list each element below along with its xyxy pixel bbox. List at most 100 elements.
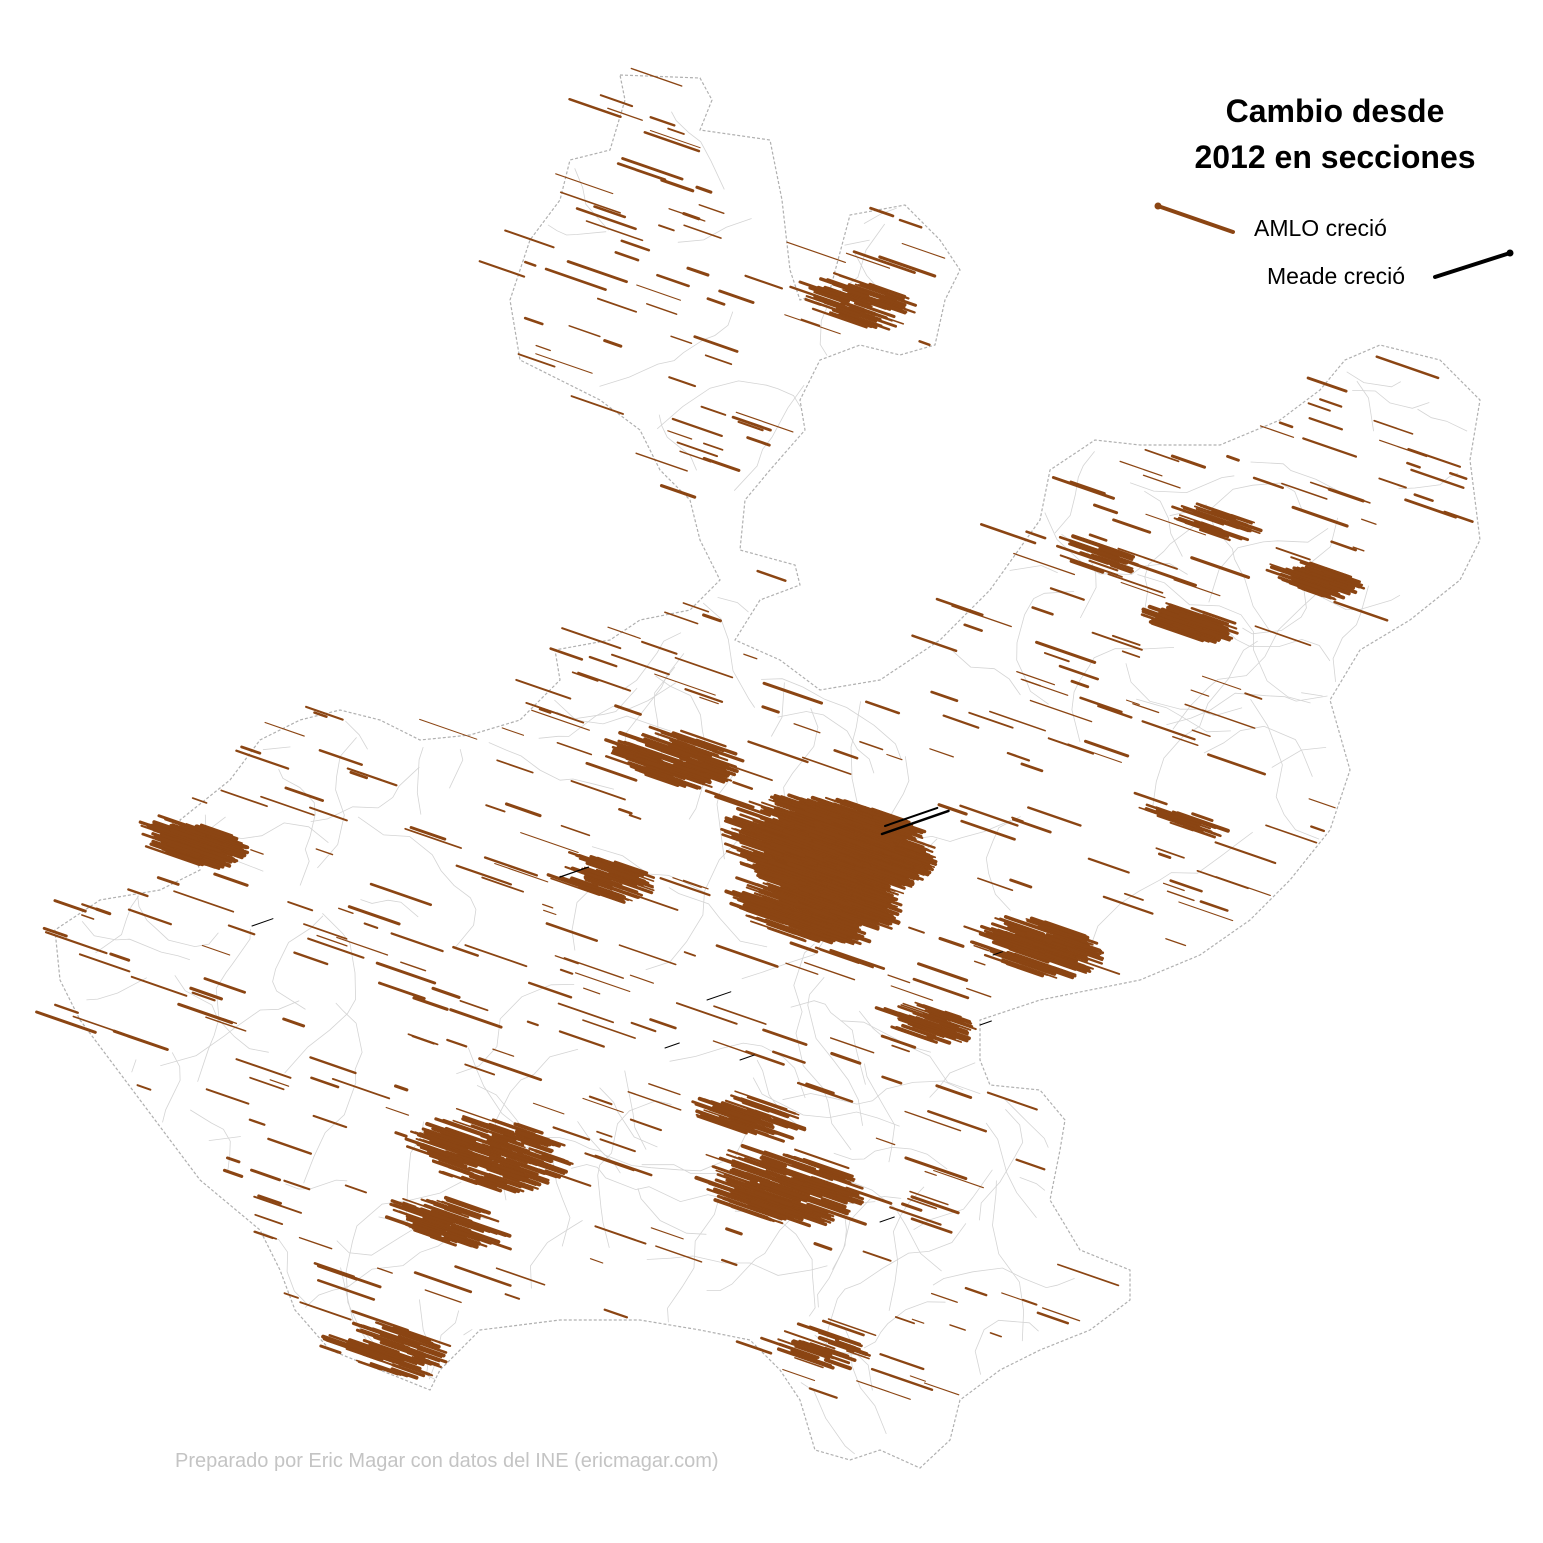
amlo-arrow — [136, 1084, 152, 1091]
amlo-arrow — [761, 831, 812, 851]
amlo-arrow — [492, 1048, 515, 1057]
amlo-arrow — [349, 770, 369, 780]
amlo-arrow — [724, 889, 774, 910]
amlo-arrow — [518, 1136, 541, 1146]
amlo-arrow — [752, 812, 801, 831]
amlo-arrow — [504, 802, 542, 818]
amlo-arrow — [405, 1214, 444, 1230]
map-title-line-2: 2012 en secciones — [1194, 139, 1476, 175]
amlo-arrow — [746, 1107, 772, 1119]
municipal-boundary — [1332, 585, 1369, 682]
municipal-boundary — [864, 1063, 896, 1163]
amlo-arrow — [846, 1350, 870, 1360]
amlo-arrow — [1184, 521, 1226, 538]
municipal-boundary — [174, 975, 219, 1082]
municipal-boundary — [985, 1122, 1037, 1219]
amlo-arrow — [822, 855, 855, 868]
municipal-boundary — [336, 1221, 426, 1256]
amlo-arrow — [496, 759, 534, 774]
amlo-arrow — [130, 975, 188, 997]
amlo-arrow — [250, 849, 264, 855]
municipal-boundary — [1242, 517, 1339, 635]
amlo-arrow — [441, 1127, 476, 1140]
amlo-arrow — [649, 129, 701, 149]
amlo-arrow — [1278, 421, 1294, 429]
amlo-arrow — [764, 887, 813, 906]
amlo-arrow — [585, 761, 638, 782]
amlo-arrow — [750, 1128, 785, 1143]
amlo-arrow — [884, 293, 918, 307]
amlo-arrow — [886, 753, 903, 761]
amlo-arrow — [607, 107, 643, 121]
amlo-arrow — [1132, 703, 1160, 714]
amlo-arrow — [761, 705, 780, 714]
municipal-boundary — [1346, 371, 1401, 388]
amlo-arrow — [776, 855, 837, 879]
amlo-arrow — [411, 1227, 451, 1242]
amlo-arrow — [912, 1024, 945, 1039]
amlo-arrow — [127, 888, 149, 898]
municipal-boundary — [345, 1181, 462, 1348]
amlo-arrow — [1024, 934, 1068, 951]
amlo-arrow — [1102, 895, 1154, 915]
amlo-arrow — [614, 888, 640, 899]
amlo-arrow — [783, 844, 827, 863]
amlo-arrow — [531, 709, 590, 731]
amlo-arrow — [904, 1156, 968, 1181]
amlo-arrow — [770, 1167, 821, 1187]
amlo-arrow — [880, 1034, 917, 1049]
amlo-arrow — [828, 813, 867, 828]
municipal-boundary — [843, 1326, 887, 1435]
amlo-arrow — [664, 611, 699, 625]
amlo-arrow — [660, 178, 695, 193]
amlo-arrow — [737, 420, 764, 432]
amlo-arrow — [201, 944, 231, 956]
amlo-arrow — [1078, 551, 1118, 568]
amlo-arrow — [310, 1076, 340, 1089]
amlo-arrow — [712, 1105, 769, 1128]
amlo-arrow — [42, 926, 68, 938]
amlo-arrow — [782, 914, 812, 926]
amlo-arrow — [891, 1044, 910, 1053]
amlo-arrow — [109, 952, 131, 962]
amlo-arrow — [1265, 824, 1318, 844]
amlo-arrow — [525, 1155, 555, 1168]
municipal-boundary — [1203, 725, 1313, 777]
amlo-arrow — [460, 1175, 503, 1193]
amlo-arrow — [951, 605, 1012, 628]
amlo-arrow — [646, 303, 678, 315]
amlo-arrow — [568, 325, 601, 338]
amlo-arrow — [325, 1339, 384, 1361]
amlo-arrow — [363, 922, 379, 929]
amlo-arrow — [620, 239, 651, 252]
amlo-arrow — [375, 961, 437, 985]
amlo-arrow — [552, 1126, 591, 1141]
amlo-arrow — [859, 740, 884, 751]
municipal-boundary — [131, 1059, 137, 1073]
amlo-arrow — [668, 376, 697, 388]
amlo-arrow — [794, 1357, 824, 1369]
meade-arrows — [251, 806, 1003, 1223]
amlo-arrow — [584, 868, 638, 889]
amlo-arrow — [1194, 826, 1222, 838]
municipal-boundary — [1152, 640, 1258, 808]
amlo-arrow — [802, 1183, 837, 1197]
amlo-arrow — [715, 944, 779, 968]
amlo-arrow — [184, 837, 222, 853]
amlo-arrow — [554, 955, 579, 965]
amlo-arrow — [254, 1230, 277, 1240]
amlo-arrow — [658, 224, 675, 232]
amlo-arrow — [774, 924, 818, 942]
amlo-arrow — [1199, 521, 1223, 532]
amlo-arrow — [488, 1155, 520, 1169]
amlo-arrow — [1070, 679, 1090, 689]
amlo-arrow — [501, 727, 525, 736]
amlo-arrow — [307, 937, 365, 959]
municipal-boundary — [1250, 461, 1345, 495]
amlo-arrow — [817, 862, 866, 880]
amlo-arrow — [1182, 825, 1216, 839]
amlo-arrow — [1308, 417, 1344, 431]
amlo-arrow — [351, 1321, 400, 1341]
amlo-arrow — [1093, 503, 1119, 515]
amlo-arrow — [1125, 699, 1140, 706]
